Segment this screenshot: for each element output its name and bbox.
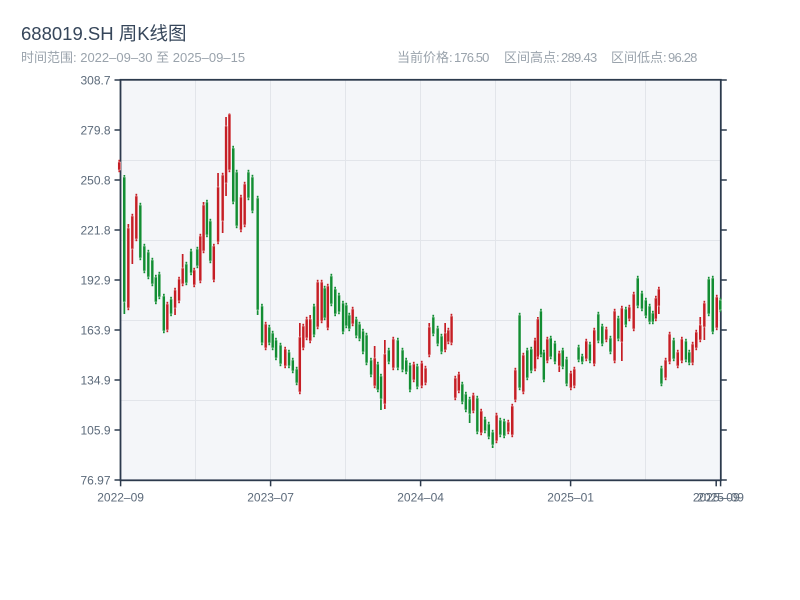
svg-text:2022–09: 2022–09 xyxy=(97,491,144,505)
svg-text:250.8: 250.8 xyxy=(80,173,110,187)
svg-text:2025–09: 2025–09 xyxy=(697,491,744,505)
svg-text:192.9: 192.9 xyxy=(80,273,110,287)
svg-text:时间范围: 2022–09–30 至 2025–09–15: 时间范围: 2022–09–30 至 2025–09–15 xyxy=(21,50,245,65)
svg-text:176.50: 176.50 xyxy=(454,50,489,65)
svg-text:163.9: 163.9 xyxy=(80,323,110,337)
svg-text:688019.SH 周K线图: 688019.SH 周K线图 xyxy=(21,23,187,44)
svg-text:96.28: 96.28 xyxy=(668,50,697,65)
svg-text:2025–09: 2025–09 xyxy=(693,491,740,505)
svg-text:2023–07: 2023–07 xyxy=(247,491,294,505)
svg-text:区间低点:: 区间低点: xyxy=(611,50,667,65)
svg-text:221.8: 221.8 xyxy=(80,223,110,237)
svg-text:134.9: 134.9 xyxy=(80,373,110,387)
svg-text:2024–04: 2024–04 xyxy=(397,491,444,505)
svg-text:区间高点:: 区间高点: xyxy=(504,50,560,65)
svg-text:308.7: 308.7 xyxy=(80,73,110,87)
svg-text:105.9: 105.9 xyxy=(80,423,110,437)
svg-text:279.8: 279.8 xyxy=(80,123,110,137)
svg-text:2025–01: 2025–01 xyxy=(547,491,594,505)
svg-text:289.43: 289.43 xyxy=(561,50,597,65)
svg-text:当前价格:: 当前价格: xyxy=(397,50,453,65)
svg-text:76.97: 76.97 xyxy=(80,473,110,487)
